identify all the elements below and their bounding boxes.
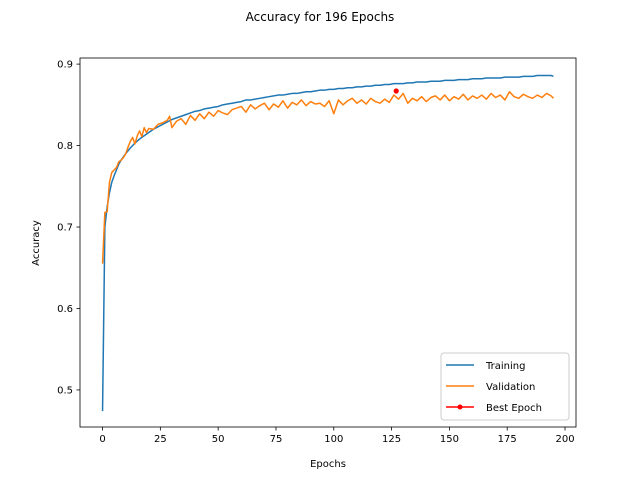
series-point-best-epoch [393,88,399,94]
plot-frame [79,57,577,428]
y-tick-label-1: 0.6 [57,304,73,315]
y-axis-label: Accuracy [31,220,42,266]
x-tick-label-4: 100 [324,434,343,445]
series-line-training [101,74,554,412]
x-tick-label-5: 125 [382,434,401,445]
y-tick-label-0: 0.5 [57,385,73,396]
y-tick-label-2: 0.7 [57,223,73,234]
x-tick-label-0: 0 [99,434,105,445]
legend: Training Validation Best Epoch [440,352,570,421]
x-axis-label: Epochs [310,459,346,470]
legend-box [440,352,570,421]
legend-label-best-epoch: Best Epoch [486,403,542,414]
y-axis: 0.5 0.6 0.7 0.8 0.9 [57,60,80,396]
x-tick-label-2: 50 [212,434,225,445]
chart-title: Accuracy for 196 Epochs [246,10,395,24]
legend-label-training: Training [485,361,525,372]
series-layer [101,74,554,412]
x-tick-label-8: 200 [555,434,574,445]
x-tick-label-7: 175 [498,434,517,445]
plot-area [79,57,577,428]
legend-marker-best-epoch [457,404,463,410]
series-line-validation [101,91,554,264]
x-tick-label-3: 75 [270,434,283,445]
x-tick-label-1: 25 [154,434,167,445]
x-tick-label-6: 150 [440,434,459,445]
x-axis: 0 25 50 75 100 125 150 175 200 [99,427,575,445]
y-tick-label-4: 0.9 [57,60,73,71]
y-tick-label-3: 0.8 [57,141,73,152]
legend-label-validation: Validation [486,382,535,393]
